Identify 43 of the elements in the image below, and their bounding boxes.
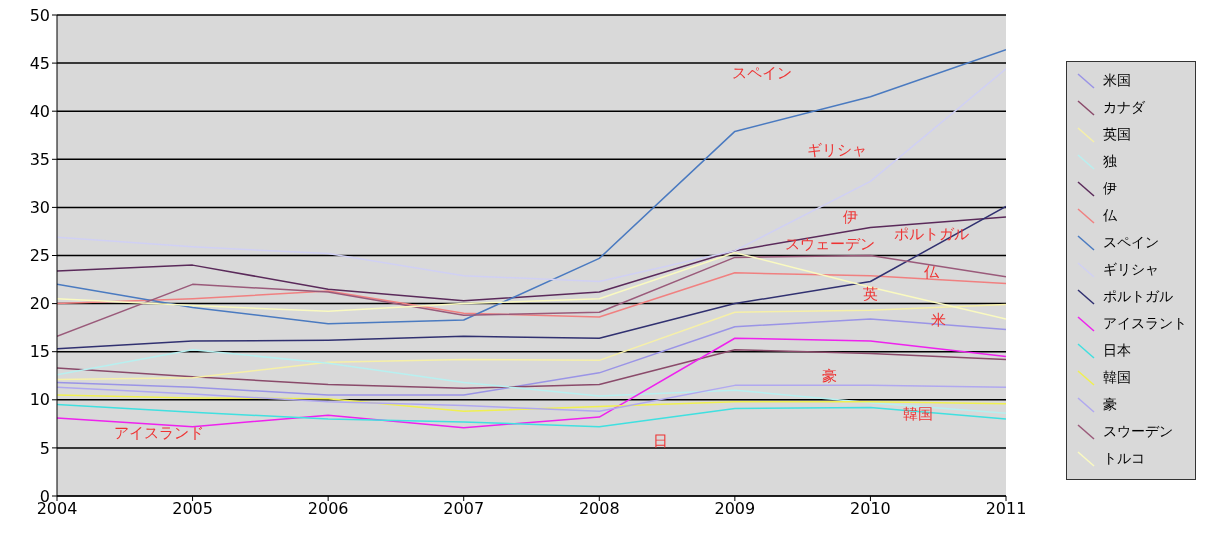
legend-label: スウーデン: [1103, 423, 1173, 441]
legend-label: 独: [1103, 153, 1117, 171]
annotation: 英: [862, 285, 878, 304]
annotation: アイスランド: [113, 423, 204, 442]
x-tick-label: 2007: [443, 499, 485, 519]
legend-label: ギリシャ: [1103, 261, 1159, 279]
annotation: 豪: [822, 367, 838, 386]
x-tick-label: 2005: [172, 499, 213, 519]
legend-label: 韓国: [1103, 369, 1131, 387]
y-tick-label: 45: [29, 53, 50, 73]
legend-label: 伊: [1103, 180, 1117, 198]
y-tick-label: 15: [29, 342, 50, 362]
y-tick-label: 10: [29, 390, 50, 410]
y-tick-label: 40: [29, 101, 50, 121]
annotation: スウェーデン: [784, 235, 875, 254]
x-tick-label: 2006: [307, 499, 349, 519]
legend-label: アイスラント: [1103, 315, 1187, 333]
annotation: 日: [652, 432, 668, 451]
legend-label: スペイン: [1103, 234, 1159, 252]
y-tick-label: 20: [29, 294, 50, 314]
legend-label: ポルトガル: [1103, 288, 1173, 306]
legend-label: 米国: [1103, 72, 1131, 90]
legend-label: 英国: [1103, 126, 1131, 144]
annotation: ギリシャ: [806, 141, 867, 159]
legend-label: 日本: [1103, 342, 1131, 360]
x-tick-label: 2011: [985, 499, 1027, 519]
x-tick-label: 2008: [578, 499, 620, 519]
annotation: 米: [930, 311, 946, 330]
line-series: [57, 403, 1006, 428]
legend-label: トルコ: [1103, 450, 1145, 468]
y-tick-label: 35: [29, 149, 50, 169]
annotation: スペイン: [731, 64, 792, 83]
y-tick-label: 25: [29, 246, 50, 266]
x-tick-label: 2010: [850, 499, 891, 519]
y-tick-label: 30: [29, 198, 50, 218]
y-tick-label: 50: [29, 5, 50, 25]
annotation: 仏: [922, 263, 940, 282]
x-tick-label: 2009: [714, 499, 756, 519]
legend-label: 仏: [1103, 207, 1117, 225]
legend-label: カナダ: [1103, 99, 1145, 117]
annotation: 伊: [842, 208, 858, 227]
y-tick-label: 5: [39, 438, 50, 458]
legend-label: 豪: [1103, 396, 1117, 414]
